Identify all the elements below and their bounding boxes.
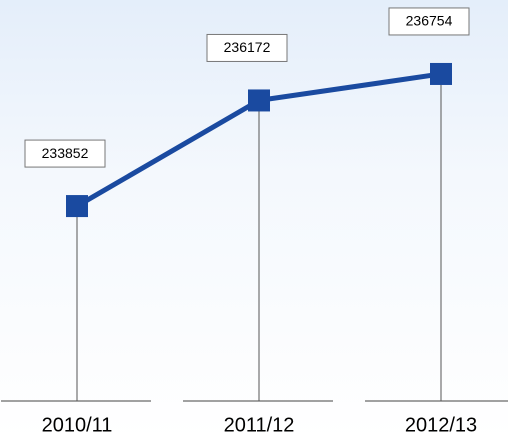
label-box (388, 7, 470, 36)
label-box (206, 33, 288, 62)
data-label: 233852 (42, 145, 89, 161)
x-tick-label: 2011/12 (224, 414, 295, 436)
x-tick-label: 2010/11 (42, 414, 113, 436)
label-box (24, 139, 106, 168)
marker (248, 89, 270, 112)
data-label: 236172 (224, 39, 271, 55)
marker (66, 195, 88, 218)
marker (430, 62, 452, 85)
data-label: 236754 (406, 13, 453, 29)
x-tick-label: 2012/13 (405, 414, 477, 436)
